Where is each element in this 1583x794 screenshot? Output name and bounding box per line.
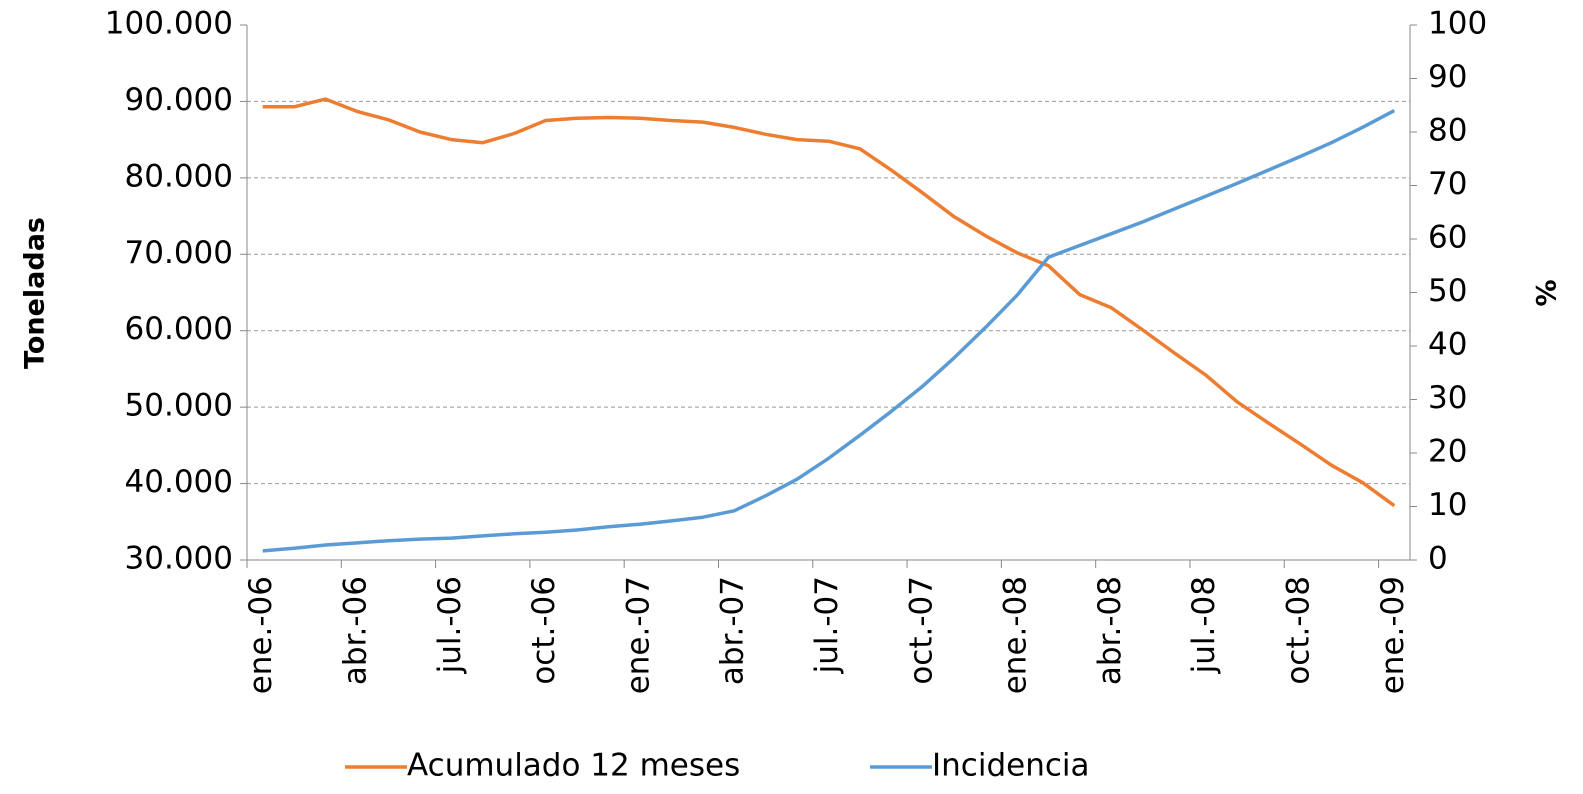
y2-tick-label: 0: [1428, 541, 1448, 577]
y2-tick-label: 70: [1428, 166, 1467, 202]
x-tick-label: abr.-06: [338, 576, 374, 685]
y2-tick-label: 90: [1428, 59, 1467, 95]
x-tick-label: abr.-08: [1092, 576, 1128, 685]
x-tick-label: oct.-06: [526, 576, 562, 685]
y-tick-label: 70.000: [125, 235, 233, 271]
line-series: [262, 97, 1396, 508]
y-tick-label: 50.000: [125, 388, 233, 424]
y2-tick-label: 30: [1428, 380, 1467, 416]
y2-tick-label: 50: [1428, 273, 1467, 309]
x-tick-label: ene.-08: [998, 576, 1034, 694]
y2-tick-label: 40: [1428, 327, 1467, 363]
x-tick-label: abr.-07: [715, 576, 751, 685]
y-axis-title: Toneladas: [20, 217, 51, 369]
x-tick-label: ene.-09: [1375, 576, 1411, 694]
y-tick-label: 100.000: [105, 6, 233, 42]
x-tick-label: jul.-08: [1186, 576, 1222, 674]
y2-tick-label: 20: [1428, 434, 1467, 470]
legend-label: Acumulado 12 meses: [407, 748, 740, 784]
x-tick-label: ene.-07: [620, 576, 656, 694]
y2-tick-label: 100: [1428, 6, 1487, 42]
y-tick-label: 90.000: [125, 82, 233, 118]
legend-label: Incidencia: [932, 748, 1090, 784]
y2-tick-label: 80: [1428, 113, 1467, 149]
y2-tick-label: 10: [1428, 487, 1467, 523]
y-tick-label: 30.000: [125, 541, 233, 577]
y-tick-label: 60.000: [125, 311, 233, 347]
y-tick-label: 40.000: [125, 464, 233, 500]
x-tick-label: jul.-06: [432, 576, 468, 674]
x-tick-label: oct.-07: [903, 576, 939, 685]
x-tick-label: ene.-06: [243, 576, 279, 694]
line-series: [262, 109, 1396, 553]
x-tick-label: oct.-08: [1280, 576, 1316, 685]
y2-axis-title: %: [1532, 279, 1563, 306]
y-tick-label: 80.000: [125, 158, 233, 194]
y2-tick-label: 60: [1428, 220, 1467, 256]
x-tick-label: jul.-07: [809, 576, 845, 674]
